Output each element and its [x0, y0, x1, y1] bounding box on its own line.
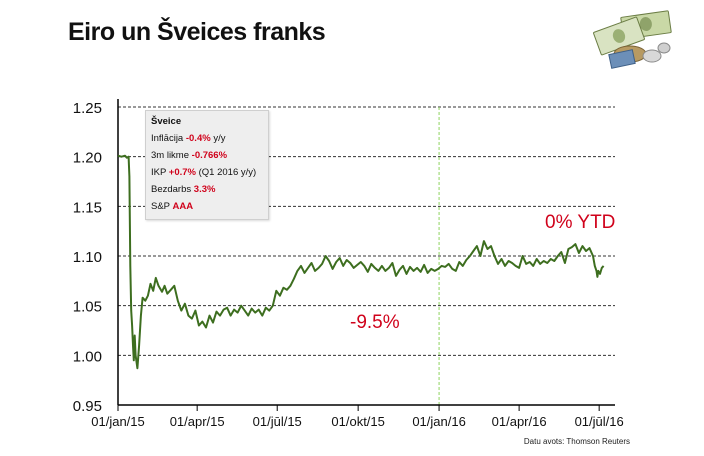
switzerland-info-box: Šveice Inflācija -0.4% y/y 3m likme -0.7… [145, 110, 269, 220]
series [117, 154, 605, 370]
info-label: S&P [151, 201, 173, 212]
info-value: AAA [172, 201, 194, 212]
info-label: Inflācija [151, 133, 186, 144]
x-tick-label: 01/okt/15 [331, 414, 385, 429]
info-value: 3.3% [193, 184, 216, 195]
info-box-heading: Šveice [151, 116, 182, 127]
y-tick-label: 1.25 [73, 100, 102, 117]
info-row-rate: 3m likme -0.766% [151, 147, 268, 164]
axes [117, 99, 615, 411]
info-suffix: y/y [210, 133, 226, 144]
money-illustration [593, 10, 672, 69]
info-label: IKP [151, 167, 169, 178]
ytd-annotation: 0% YTD [545, 212, 616, 233]
y-tick-label: 1.15 [73, 199, 102, 216]
change-annotation: -9.5% [350, 312, 400, 333]
y-tick-label: 1.05 [73, 299, 102, 316]
x-tick-label: 01/jan/15 [91, 414, 145, 429]
y-tick-label: 1.10 [73, 249, 102, 266]
info-suffix: (Q1 2016 y/y) [195, 167, 257, 178]
tick-labels: 0.95 1.00 1.05 1.10 1.15 1.20 1.25 01/jan/15 01/… [73, 100, 624, 429]
x-tick-label: 01/apr/15 [170, 414, 225, 429]
info-label: 3m likme [151, 150, 192, 161]
series-line [117, 154, 594, 370]
y-tick-label: 1.20 [73, 150, 102, 167]
x-tick-label: 01/apr/16 [492, 414, 547, 429]
y-tick-label: 0.95 [73, 398, 102, 415]
x-tick-label: 01/jūl/15 [253, 414, 302, 429]
source-note: Datu avots: Thomson Reuters [523, 437, 630, 446]
info-row-gdp: IKP +0.7% (Q1 2016 y/y) [151, 164, 268, 181]
y-tick-label: 1.00 [73, 348, 102, 365]
info-row-unemployment: Bezdarbs 3.3% [151, 181, 268, 198]
coin-icon [608, 42, 671, 69]
info-row-rating: S&P AAA [151, 198, 268, 215]
info-value: -0.4% [185, 133, 211, 144]
info-label: Bezdarbs [151, 184, 194, 195]
x-tick-label: 01/jūl/16 [575, 414, 624, 429]
series-line [592, 255, 605, 278]
info-value: +0.7% [168, 167, 196, 178]
x-tick-label: 01/jan/16 [412, 414, 466, 429]
info-row-inflation: Inflācija -0.4% y/y [151, 130, 268, 147]
info-value: -0.766% [191, 150, 228, 161]
chart-title: Eiro un Šveices franks [68, 18, 326, 46]
